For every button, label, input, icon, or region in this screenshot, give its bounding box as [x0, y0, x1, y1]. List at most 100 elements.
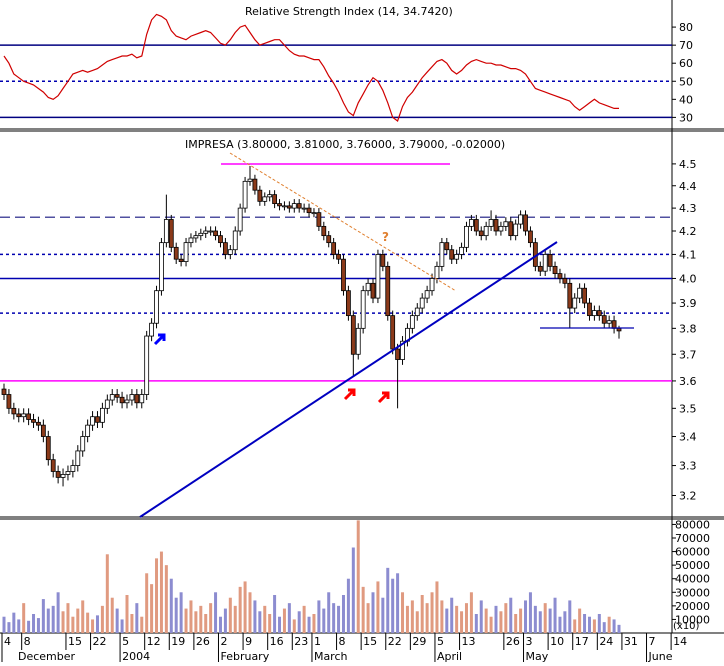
candle-body — [144, 335, 150, 395]
y-tick-label: 40 — [679, 93, 693, 106]
y-tick-label: 3.2 — [679, 489, 697, 502]
candle-body — [227, 249, 233, 255]
x-tick-label: 5 — [437, 635, 444, 648]
candle-body — [60, 474, 66, 478]
volume-bar — [46, 608, 50, 633]
candle-body — [508, 221, 514, 237]
candle-body — [449, 249, 455, 260]
x-tick-label: 26 — [506, 635, 520, 648]
candle-body — [247, 178, 253, 182]
candle-body — [429, 278, 435, 292]
candle-body — [252, 178, 258, 191]
volume-bar — [184, 608, 188, 633]
volume-bar — [450, 597, 454, 633]
volume-bar — [410, 600, 414, 633]
month-label: December — [18, 650, 76, 662]
volume-bar — [548, 608, 552, 633]
y-tick-label: 30 — [679, 111, 693, 124]
volume-bar — [386, 567, 390, 633]
volume-bar — [194, 611, 198, 633]
volume-bar — [602, 622, 606, 633]
candle-body — [95, 416, 100, 423]
volume-bar — [597, 614, 601, 633]
candle-body — [468, 219, 474, 227]
candle-body — [90, 416, 95, 426]
volume-bar — [189, 600, 193, 633]
candle-body — [542, 254, 548, 272]
volume-bar — [592, 619, 596, 633]
x-tick-label: 19 — [171, 635, 185, 648]
candle-body — [345, 290, 351, 317]
y-tick-label: 3.4 — [679, 431, 697, 444]
candle-body — [50, 459, 56, 472]
candle-body — [168, 219, 174, 248]
volume-bar — [445, 608, 449, 633]
volume-bar — [553, 597, 557, 633]
y-tick-label: 4.1 — [679, 248, 697, 261]
trend-line-dashed — [229, 152, 457, 292]
candle-body — [316, 212, 322, 227]
candle-body — [1, 388, 7, 395]
volume-bar — [120, 619, 124, 633]
volume-unit: (x10) — [673, 621, 700, 632]
candle-body — [21, 413, 27, 418]
volume-bar — [243, 581, 247, 633]
candle-body — [395, 348, 401, 360]
candle-body — [277, 203, 282, 207]
y-tick-label: 20000 — [675, 600, 710, 613]
candle-body — [360, 290, 366, 329]
x-tick-label: 5 — [122, 635, 129, 648]
annotation: ? — [382, 230, 389, 244]
volume-bar — [341, 595, 345, 633]
volume-bar — [391, 578, 395, 633]
candle-body — [503, 221, 509, 227]
volume-bar — [155, 558, 159, 633]
volume-bar — [514, 614, 518, 633]
volume-bar — [312, 614, 316, 633]
candle-body — [365, 282, 371, 292]
y-tick-label: 4.5 — [679, 158, 697, 171]
candle-body — [493, 219, 499, 232]
candle-body — [159, 242, 164, 292]
candle-body — [518, 214, 523, 225]
volume-bar — [440, 600, 444, 633]
candle-body — [616, 327, 622, 332]
x-tick-label: 23 — [294, 635, 308, 648]
volume-bar — [174, 597, 178, 633]
volume-bar — [91, 619, 95, 633]
x-tick-label: 29 — [412, 635, 426, 648]
chart-title: IMPRESA (3.80000, 3.81000, 3.76000, 3.79… — [185, 138, 505, 151]
month-label: March — [314, 650, 348, 662]
volume-bar — [302, 605, 306, 633]
candle-body — [552, 265, 558, 275]
y-tick-label: 3.3 — [679, 460, 697, 473]
volume-bar — [484, 608, 488, 633]
y-tick-label: 50 — [679, 75, 693, 88]
candle-body — [592, 310, 597, 317]
month-label: June — [648, 650, 673, 662]
volume-bar — [337, 605, 341, 633]
volume-bar — [56, 592, 60, 633]
volume-bar — [573, 619, 577, 633]
candle-body — [104, 399, 110, 409]
volume-bar — [7, 622, 11, 633]
volume-bar — [2, 616, 6, 633]
candle-body — [321, 225, 327, 237]
candle-body — [188, 237, 194, 244]
candle-body — [409, 315, 415, 329]
volume-bar — [223, 608, 227, 633]
candle-body — [139, 394, 145, 404]
candle-body — [424, 290, 430, 299]
candle-body — [483, 225, 489, 237]
y-tick-label: 60000 — [675, 546, 710, 559]
volume-bar — [460, 611, 464, 633]
volume-bar — [519, 608, 523, 633]
volume-bar — [435, 581, 439, 633]
y-tick-label: 4.4 — [679, 180, 697, 193]
y-tick-label: 10000 — [675, 613, 710, 626]
candle-body — [109, 394, 115, 401]
candle-body — [370, 282, 376, 299]
y-tick-label: 30000 — [675, 586, 710, 599]
candle-body — [434, 265, 440, 279]
